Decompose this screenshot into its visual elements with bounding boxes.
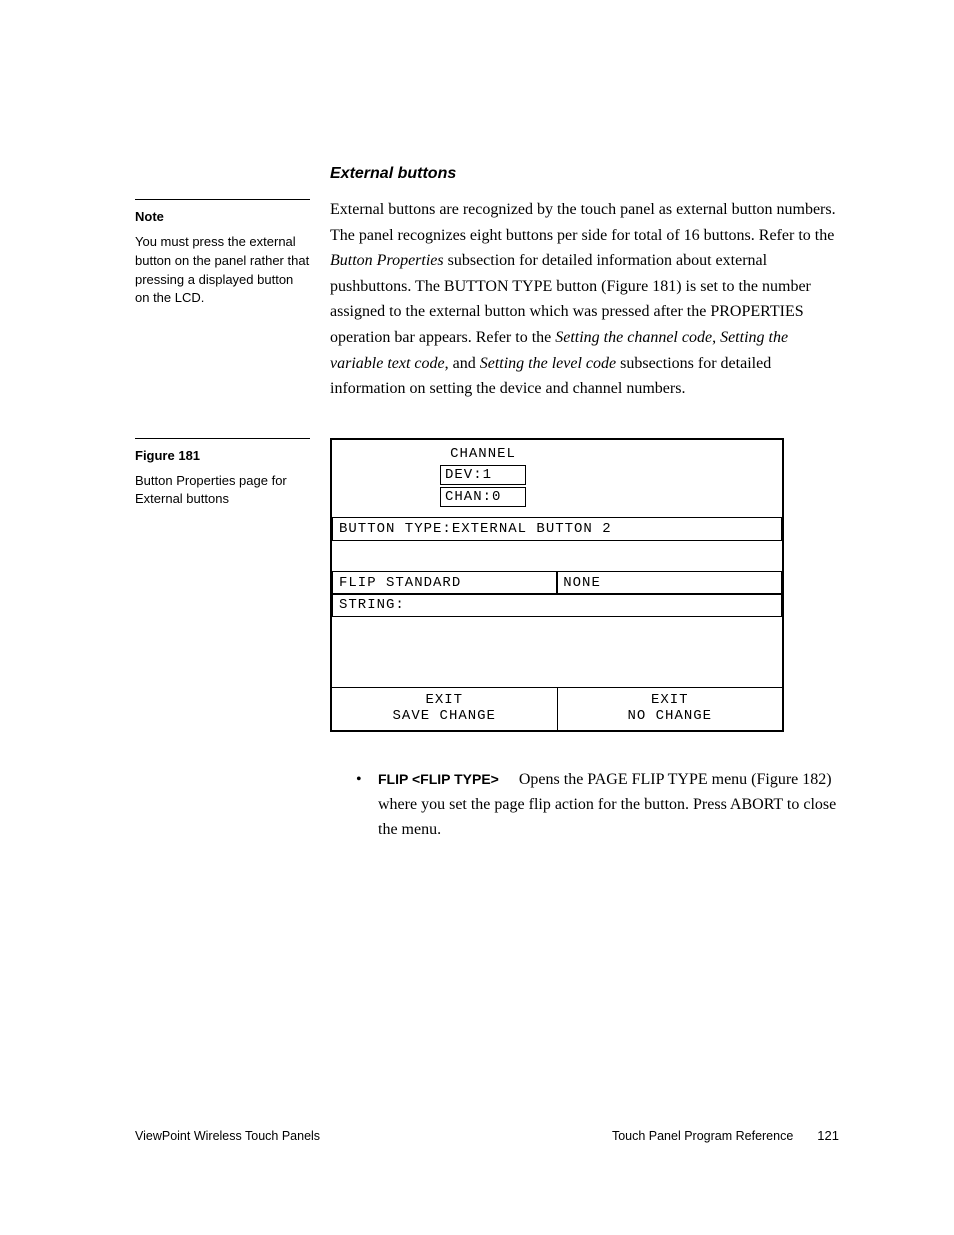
note-rule <box>135 199 310 200</box>
note-block: Note You must press the external button … <box>135 165 330 308</box>
exit-save-button[interactable]: EXIT SAVE CHANGE <box>332 688 557 730</box>
intro-paragraph: External buttons are recognized by the t… <box>330 197 839 402</box>
row-intro: Note You must press the external button … <box>135 165 839 402</box>
none-box[interactable]: NONE <box>556 571 782 595</box>
figure-caption-block: Figure 181 Button Properties page for Ex… <box>135 438 330 510</box>
lcd-top: CHANNEL DEV:1 CHAN:0 <box>332 440 782 517</box>
chan-box[interactable]: CHAN:0 <box>440 487 526 507</box>
figure-main: CHANNEL DEV:1 CHAN:0 BUTTON TYPE:EXTERNA… <box>330 438 839 843</box>
para-seg-e: , <box>712 329 720 346</box>
para-seg-a: External buttons are recognized by the t… <box>330 201 836 244</box>
para-seg-h: Setting the level code <box>480 355 616 372</box>
exit-save-l2: SAVE CHANGE <box>332 708 557 724</box>
channel-block: CHANNEL DEV:1 CHAN:0 <box>440 446 526 507</box>
bullet-lead: FLIP <FLIP TYPE> <box>378 771 499 787</box>
channel-label: CHANNEL <box>440 446 526 463</box>
para-seg-g: , and <box>445 355 480 372</box>
section-heading: External buttons <box>330 165 839 183</box>
figure-caption: Button Properties page for External butt… <box>135 472 310 510</box>
intro-main: External buttons External buttons are re… <box>330 165 839 402</box>
footer-left: ViewPoint Wireless Touch Panels <box>135 1129 320 1143</box>
note-heading: Note <box>135 208 310 227</box>
bullet-dot-icon: • <box>356 768 378 842</box>
note-body: You must press the external button on th… <box>135 233 310 308</box>
lcd-spacer-1 <box>332 541 782 571</box>
figure-rule <box>135 438 310 439</box>
para-seg-d: Setting the channel code <box>555 329 712 346</box>
lcd-panel: CHANNEL DEV:1 CHAN:0 BUTTON TYPE:EXTERNA… <box>330 438 784 733</box>
dev-box[interactable]: DEV:1 <box>440 465 526 485</box>
bullet-text: FLIP <FLIP TYPE> Opens the PAGE FLIP TYP… <box>378 768 839 842</box>
exit-save-l1: EXIT <box>332 692 557 708</box>
page-number: 121 <box>817 1128 839 1143</box>
para-seg-b: Button Properties <box>330 252 444 269</box>
lcd-bottom-row: EXIT SAVE CHANGE EXIT NO CHANGE <box>332 687 782 730</box>
flip-row: FLIP STANDARD NONE <box>332 571 782 595</box>
bullet-item: • FLIP <FLIP TYPE> Opens the PAGE FLIP T… <box>330 768 839 842</box>
string-box[interactable]: STRING: <box>332 593 782 617</box>
button-type-box[interactable]: BUTTON TYPE:EXTERNAL BUTTON 2 <box>332 517 782 541</box>
lcd-spacer-2 <box>332 617 782 687</box>
exit-no-l1: EXIT <box>558 692 783 708</box>
row-figure: Figure 181 Button Properties page for Ex… <box>135 438 839 843</box>
page-footer: ViewPoint Wireless Touch Panels Touch Pa… <box>135 1128 839 1143</box>
exit-no-button[interactable]: EXIT NO CHANGE <box>557 688 783 730</box>
exit-no-l2: NO CHANGE <box>558 708 783 724</box>
footer-right: Touch Panel Program Reference <box>612 1129 793 1143</box>
figure-label: Figure 181 <box>135 447 310 466</box>
page: Note You must press the external button … <box>0 0 954 1235</box>
footer-right-group: Touch Panel Program Reference 121 <box>612 1128 839 1143</box>
flip-box[interactable]: FLIP STANDARD <box>332 571 558 595</box>
